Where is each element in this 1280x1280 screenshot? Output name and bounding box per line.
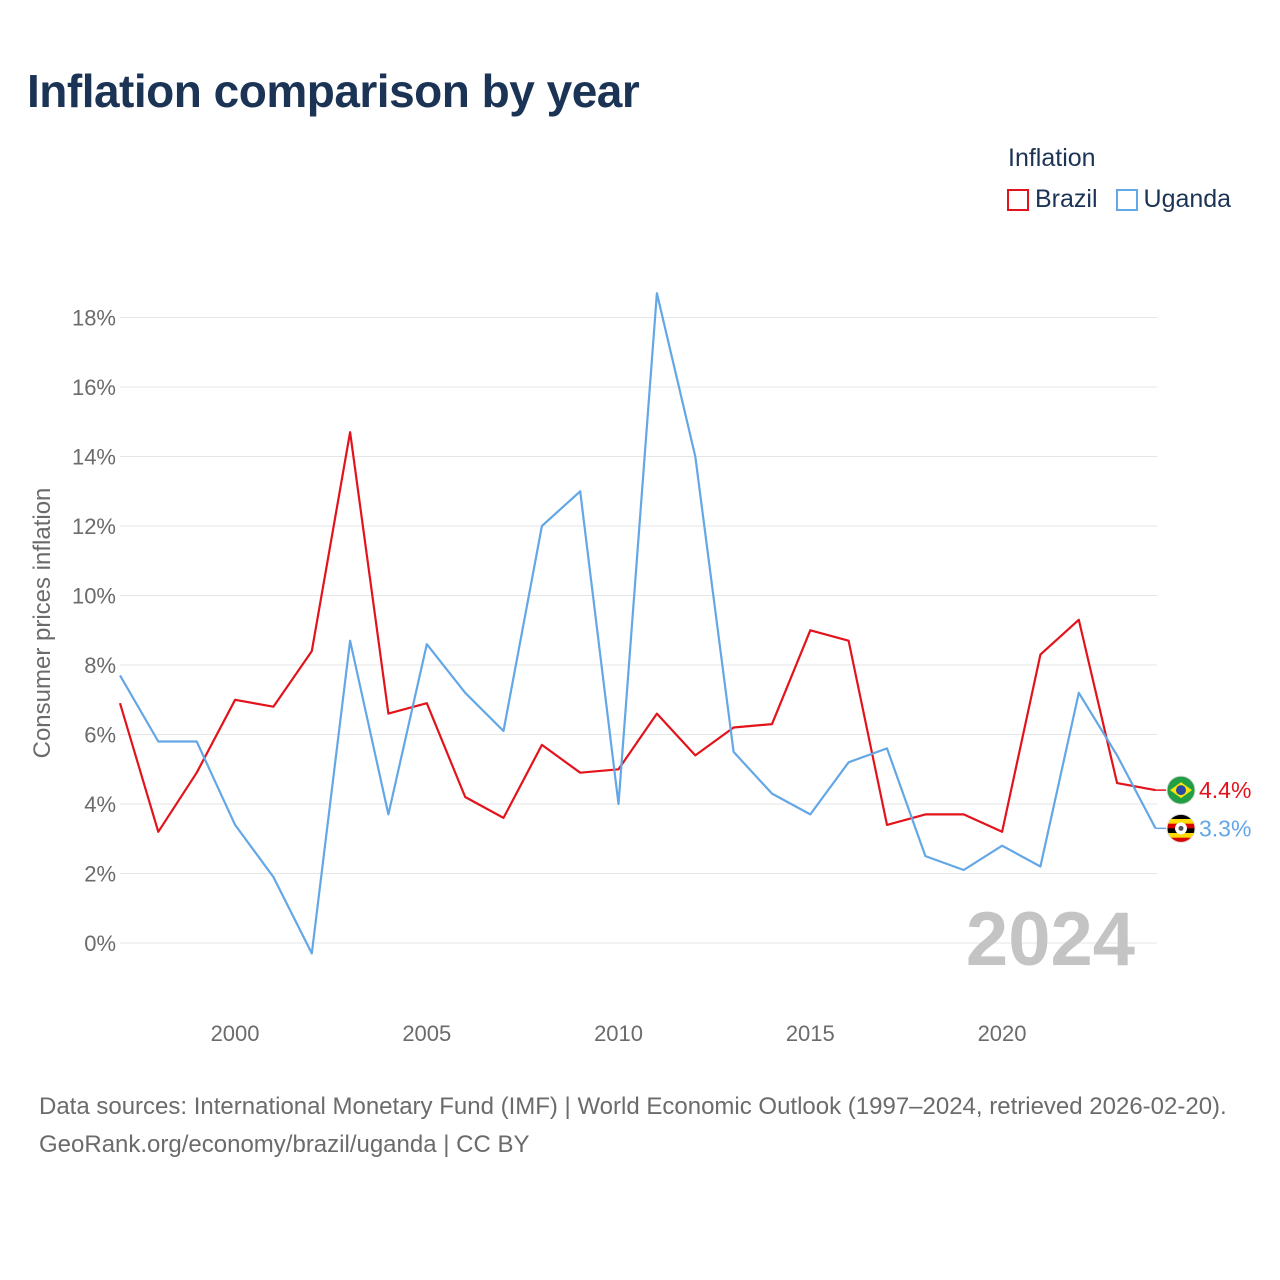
data-point-brazil[interactable] bbox=[501, 815, 507, 821]
data-point-brazil[interactable] bbox=[654, 711, 660, 717]
data-point-brazil[interactable] bbox=[961, 811, 967, 817]
y-axis-ticks: 0% 2% 4% 6% 8% 10% 12% 14% 16% 18% bbox=[72, 306, 116, 957]
data-point-brazil[interactable] bbox=[309, 648, 315, 654]
x-tick-label: 2015 bbox=[786, 1021, 835, 1046]
data-point-brazil[interactable] bbox=[846, 638, 852, 644]
data-point-brazil[interactable] bbox=[769, 721, 775, 727]
data-point-brazil[interactable] bbox=[385, 711, 391, 717]
y-tick-label: 8% bbox=[84, 653, 116, 678]
legend: Brazil Uganda bbox=[1007, 185, 1231, 214]
data-point-uganda[interactable] bbox=[1114, 752, 1120, 758]
data-point-uganda[interactable] bbox=[1076, 690, 1082, 696]
legend-item-uganda[interactable]: Uganda bbox=[1115, 185, 1232, 214]
source-credit[interactable]: GeoRank.org/economy/brazil/uganda | CC B… bbox=[39, 1131, 530, 1158]
data-point-uganda[interactable] bbox=[807, 811, 813, 817]
series-line-uganda[interactable] bbox=[119, 292, 1157, 955]
data-point-uganda[interactable] bbox=[654, 290, 660, 296]
data-point-brazil[interactable] bbox=[577, 770, 583, 776]
x-axis-ticks: 2000 2005 2010 2015 2020 bbox=[211, 1021, 1027, 1046]
data-point-uganda[interactable] bbox=[347, 638, 353, 644]
legend-item-brazil[interactable]: Brazil bbox=[1007, 185, 1098, 214]
data-point-uganda[interactable] bbox=[1037, 864, 1043, 870]
data-point-brazil[interactable] bbox=[692, 752, 698, 758]
y-tick-label: 14% bbox=[72, 445, 116, 470]
x-tick-label: 2005 bbox=[402, 1021, 451, 1046]
legend-title: Inflation bbox=[1008, 144, 1096, 172]
data-point-brazil[interactable] bbox=[884, 822, 890, 828]
x-tick-label: 2000 bbox=[211, 1021, 260, 1046]
y-tick-label: 10% bbox=[72, 584, 116, 609]
legend-label-brazil: Brazil bbox=[1035, 185, 1098, 213]
data-point-uganda[interactable] bbox=[999, 843, 1005, 849]
footer: Data sources: International Monetary Fun… bbox=[39, 1088, 1249, 1164]
data-point-uganda[interactable] bbox=[194, 738, 200, 744]
y-tick-label: 6% bbox=[84, 723, 116, 748]
data-point-uganda[interactable] bbox=[117, 672, 123, 678]
legend-swatch-uganda bbox=[1115, 188, 1138, 211]
brazil-flag-icon bbox=[1166, 775, 1196, 805]
data-point-uganda[interactable] bbox=[884, 745, 890, 751]
data-point-uganda[interactable] bbox=[577, 488, 583, 494]
line-chart: 0%2%4%6%8%10%12%14%16%18% 2000 2005 2010 20… bbox=[29, 290, 1251, 1046]
data-point-uganda[interactable] bbox=[232, 822, 238, 828]
chart-title: Inflation comparison by year bbox=[27, 65, 640, 117]
data-point-brazil[interactable] bbox=[1114, 780, 1120, 786]
data-point-brazil[interactable] bbox=[539, 742, 545, 748]
data-point-uganda[interactable] bbox=[539, 523, 545, 529]
x-tick-label: 2020 bbox=[978, 1021, 1027, 1046]
data-point-brazil[interactable] bbox=[117, 700, 123, 706]
year-watermark: 2024 bbox=[966, 897, 1135, 982]
y-tick-label: 2% bbox=[84, 862, 116, 887]
series-lines bbox=[117, 290, 1157, 956]
data-point-brazil[interactable] bbox=[270, 704, 276, 710]
y-tick-label: 12% bbox=[72, 514, 116, 539]
data-point-uganda[interactable] bbox=[385, 811, 391, 817]
data-point-brazil[interactable] bbox=[347, 429, 353, 435]
data-point-brazil[interactable] bbox=[232, 697, 238, 703]
data-point-uganda[interactable] bbox=[270, 874, 276, 880]
data-point-brazil[interactable] bbox=[1037, 652, 1043, 658]
data-point-uganda[interactable] bbox=[846, 759, 852, 765]
data-point-brazil[interactable] bbox=[807, 627, 813, 633]
data-point-brazil[interactable] bbox=[194, 770, 200, 776]
series-line-brazil[interactable] bbox=[118, 431, 1156, 833]
data-point-brazil[interactable] bbox=[999, 829, 1005, 835]
data-point-brazil[interactable] bbox=[155, 829, 161, 835]
data-point-brazil[interactable] bbox=[922, 811, 928, 817]
data-point-brazil[interactable] bbox=[462, 794, 468, 800]
data-point-uganda[interactable] bbox=[462, 690, 468, 696]
legend-swatch-brazil bbox=[1007, 188, 1029, 211]
legend-label-uganda: Uganda bbox=[1143, 185, 1232, 213]
data-point-uganda[interactable] bbox=[616, 801, 622, 807]
data-point-uganda[interactable] bbox=[769, 791, 775, 797]
data-point-brazil[interactable] bbox=[424, 700, 430, 706]
uganda-flag-icon bbox=[1166, 813, 1196, 843]
data-point-uganda[interactable] bbox=[424, 641, 430, 647]
data-point-brazil[interactable] bbox=[1076, 617, 1082, 623]
end-label-brazil: 4.4% bbox=[1199, 777, 1251, 803]
y-tick-label: 0% bbox=[84, 931, 116, 956]
gridlines bbox=[120, 317, 1157, 944]
data-point-uganda[interactable] bbox=[731, 749, 737, 755]
y-tick-label: 4% bbox=[84, 792, 116, 817]
data-point-uganda[interactable] bbox=[692, 454, 698, 460]
x-tick-label: 2010 bbox=[594, 1021, 643, 1046]
y-tick-label: 18% bbox=[72, 306, 116, 331]
data-point-uganda[interactable] bbox=[155, 738, 161, 744]
y-tick-label: 16% bbox=[72, 375, 116, 400]
data-point-uganda[interactable] bbox=[309, 950, 315, 956]
data-point-uganda[interactable] bbox=[501, 728, 507, 734]
series-end-labels: 4.4% 3.3% bbox=[1155, 775, 1251, 843]
data-sources: Data sources: International Monetary Fun… bbox=[39, 1093, 1227, 1120]
data-point-uganda[interactable] bbox=[922, 853, 928, 859]
end-label-uganda: 3.3% bbox=[1199, 815, 1251, 841]
data-point-uganda[interactable] bbox=[961, 867, 967, 873]
y-axis-label: Consumer prices inflation bbox=[29, 488, 56, 759]
